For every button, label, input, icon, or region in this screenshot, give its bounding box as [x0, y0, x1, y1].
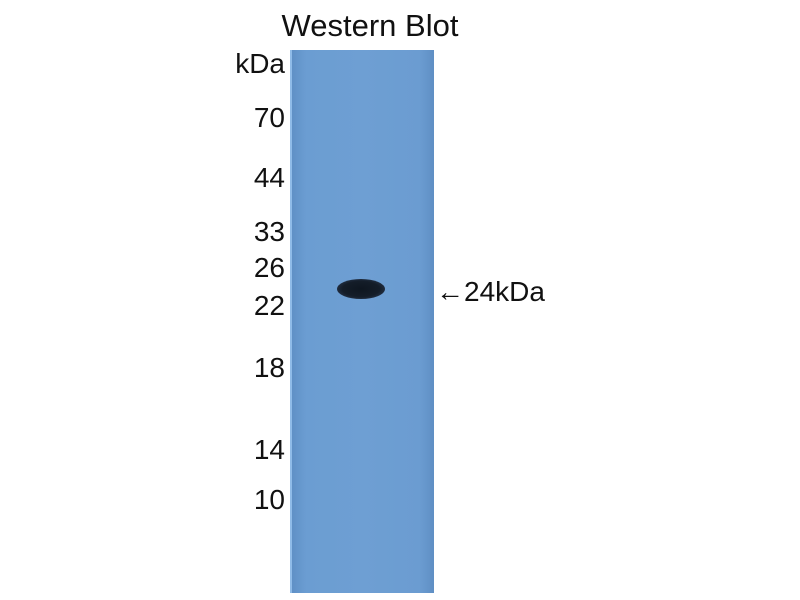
- blot-title: Western Blot: [281, 8, 459, 43]
- marker-label-70: 70: [253, 102, 285, 133]
- marker-label-33: 33: [253, 216, 285, 247]
- band-annotation: ←24kDa: [436, 276, 545, 307]
- marker-label-18: 18: [253, 352, 285, 383]
- protein-band: [337, 279, 385, 299]
- unit-label: kDa: [235, 48, 285, 79]
- blot-membrane: [290, 50, 434, 593]
- marker-label-26: 26: [253, 252, 285, 283]
- marker-label-44: 44: [253, 162, 285, 193]
- marker-label-10: 10: [253, 484, 285, 515]
- marker-label-22: 22: [253, 290, 285, 321]
- marker-label-14: 14: [253, 434, 285, 465]
